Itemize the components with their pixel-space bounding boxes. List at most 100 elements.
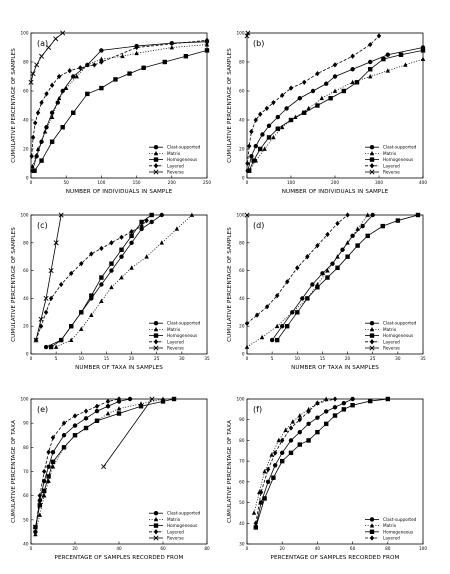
data-point bbox=[204, 37, 210, 43]
y-tick-label: 40 bbox=[23, 296, 29, 301]
data-point bbox=[39, 139, 44, 144]
x-tick-label: 30 bbox=[179, 356, 185, 361]
data-point bbox=[265, 466, 271, 473]
data-point bbox=[64, 85, 69, 90]
data-point bbox=[60, 30, 66, 36]
panel-label: (a) bbox=[37, 39, 48, 48]
data-point bbox=[260, 132, 265, 137]
legend-label: Layered bbox=[167, 163, 184, 168]
data-point bbox=[29, 153, 34, 159]
data-point bbox=[305, 254, 310, 260]
legend-entry: Reverse bbox=[365, 169, 400, 175]
marker-stroke bbox=[153, 169, 159, 175]
data-point bbox=[385, 396, 390, 402]
legend-marker bbox=[153, 516, 159, 522]
legend-entry: Clast-supported bbox=[149, 145, 201, 150]
legend-entry: Layered bbox=[365, 339, 400, 345]
data-point bbox=[79, 261, 84, 267]
series-line bbox=[246, 214, 369, 348]
series bbox=[101, 396, 155, 470]
y-tick-label: 50 bbox=[23, 517, 29, 522]
data-point bbox=[280, 124, 285, 130]
legend-label: Clast-supported bbox=[167, 145, 201, 150]
data-point bbox=[78, 65, 83, 71]
data-point bbox=[262, 468, 267, 474]
data-point bbox=[368, 398, 373, 404]
x-tick-label: 0 bbox=[246, 356, 249, 361]
data-point bbox=[204, 48, 210, 53]
legend-entry: Homogeneous bbox=[365, 529, 413, 534]
data-point bbox=[249, 154, 254, 159]
data-point bbox=[35, 146, 41, 151]
data-point bbox=[274, 337, 280, 343]
data-point bbox=[99, 282, 104, 287]
marker-stroke bbox=[53, 240, 59, 246]
legend-entry: Clast-supported bbox=[365, 517, 417, 522]
data-point bbox=[341, 400, 346, 406]
x-tick-label: 25 bbox=[154, 356, 160, 361]
data-point bbox=[332, 74, 338, 79]
data-point bbox=[139, 226, 144, 232]
y-tick-label: 70 bbox=[239, 459, 245, 464]
series-line bbox=[32, 41, 208, 171]
data-point bbox=[99, 85, 104, 91]
data-point bbox=[159, 240, 164, 245]
data-point bbox=[50, 464, 56, 469]
series-line bbox=[255, 398, 353, 528]
data-point bbox=[32, 168, 37, 173]
marker-stroke bbox=[33, 337, 39, 343]
data-point bbox=[262, 496, 267, 501]
legend-entry: Reverse bbox=[149, 169, 184, 175]
legend-entry: Clast-supported bbox=[365, 145, 417, 150]
data-point bbox=[44, 125, 49, 130]
y-tick-label: 50 bbox=[239, 500, 245, 505]
data-point bbox=[288, 85, 294, 91]
data-point bbox=[99, 245, 104, 251]
data-point bbox=[139, 223, 144, 229]
legend-marker bbox=[369, 321, 375, 326]
data-point bbox=[290, 419, 295, 424]
x-tick-label: 150 bbox=[133, 180, 141, 185]
legend-marker bbox=[153, 535, 159, 541]
legend-marker bbox=[153, 523, 159, 528]
data-point bbox=[83, 408, 89, 414]
chart-panel: 0 20 40 60 80 100 30 40 50 60 70 80 90 100 PERCENTAGE … bbox=[227, 396, 427, 561]
data-point bbox=[302, 110, 307, 115]
data-point bbox=[30, 163, 35, 169]
panel-label: (e) bbox=[37, 405, 48, 414]
series-line bbox=[248, 58, 424, 171]
data-point bbox=[34, 62, 40, 68]
series-line bbox=[253, 398, 327, 514]
series bbox=[33, 396, 166, 537]
x-tick-label: 10 bbox=[295, 356, 301, 361]
data-point bbox=[262, 146, 267, 151]
x-tick-label: 20 bbox=[72, 546, 78, 551]
y-axis-label: CUMULATIVE PERCENTAGE OF TAXA bbox=[11, 420, 17, 523]
data-point bbox=[72, 433, 78, 438]
legend-entry: Homogeneous bbox=[365, 157, 413, 162]
data-point bbox=[67, 68, 72, 74]
series-line bbox=[34, 50, 208, 171]
x-axis-label: NUMBER OF INDIVIDUALS IN SAMPLE bbox=[66, 189, 173, 195]
series bbox=[33, 212, 64, 343]
series-line bbox=[255, 398, 336, 524]
data-point bbox=[53, 240, 59, 246]
data-point bbox=[56, 73, 62, 80]
data-point bbox=[305, 296, 310, 301]
data-point bbox=[30, 71, 36, 77]
legend-label: Layered bbox=[167, 529, 184, 534]
data-point bbox=[72, 423, 78, 428]
data-point bbox=[33, 529, 38, 535]
data-point bbox=[274, 323, 280, 329]
data-point bbox=[69, 270, 74, 277]
legend-entry: Clast-supported bbox=[149, 321, 201, 326]
data-point bbox=[354, 80, 360, 85]
data-point bbox=[99, 59, 104, 65]
x-tick-label: 100 bbox=[419, 546, 427, 551]
data-point bbox=[245, 30, 251, 36]
legend-marker bbox=[369, 145, 375, 150]
legend-label: Reverse bbox=[383, 170, 400, 175]
data-point bbox=[94, 418, 100, 423]
plot-frame bbox=[246, 214, 424, 355]
